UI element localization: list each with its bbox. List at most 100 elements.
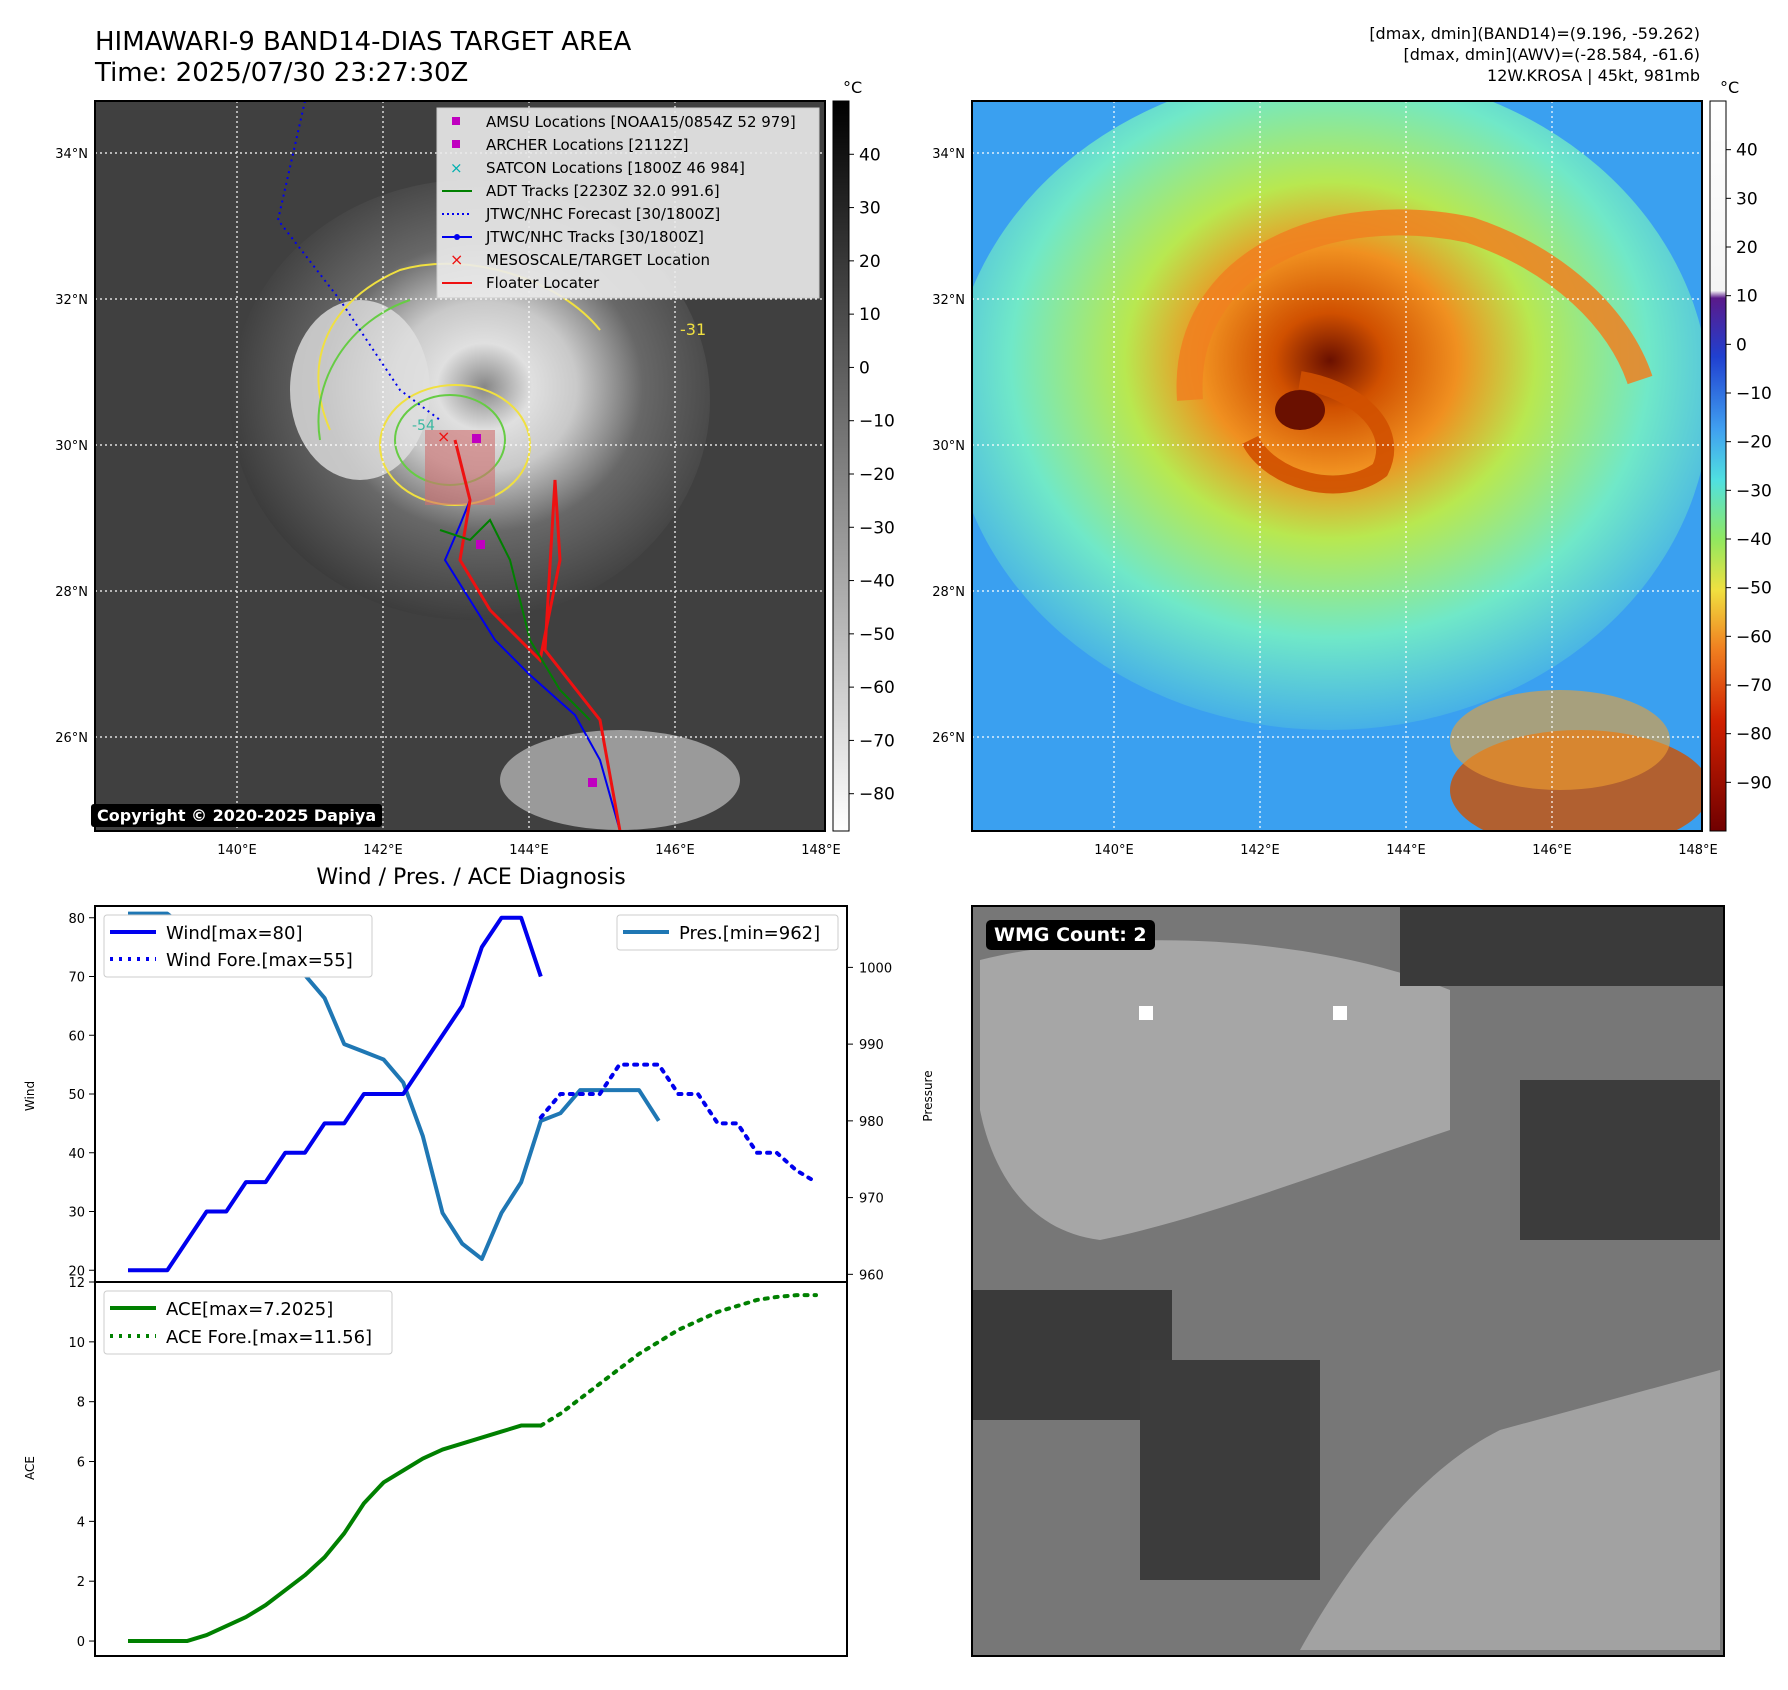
colorbar-tick-label: −60 bbox=[1736, 627, 1772, 647]
awv-lat-label: 30°N bbox=[932, 439, 965, 454]
wind-fore-legend-label: Wind Fore.[max=55] bbox=[166, 950, 353, 971]
legend-amsu: AMSU Locations [NOAA15/0854Z 52 979] bbox=[486, 113, 796, 131]
awv-colorbar-unit: °C bbox=[1720, 78, 1739, 97]
pressure-legend-label: Pres.[min=962] bbox=[679, 923, 820, 944]
y-tick-label: 4 bbox=[77, 1515, 85, 1530]
ir-map-panel: -31 -54 × bbox=[55, 100, 841, 858]
colorbar-tick-label: −70 bbox=[1736, 676, 1772, 696]
y-tick-label: 20 bbox=[68, 1264, 85, 1279]
ace-chart: 0 2 4 6 8 10 12 bbox=[68, 1276, 818, 1650]
diagnosis-title: Wind / Pres. / ACE Diagnosis bbox=[316, 865, 625, 890]
awv-colorbar-ticks: 40 30 20 10 0 −10 −20 −30 −40 −50 −60 −70 −80 −90 bbox=[1726, 141, 1772, 793]
colorbar-tick-label: −10 bbox=[1736, 384, 1772, 404]
amsu-marker bbox=[472, 434, 481, 443]
legend-box bbox=[436, 107, 820, 299]
jtwc-forecast-track bbox=[276, 101, 441, 421]
storm-info: 12W.KROSA | 45kt, 981mb bbox=[1487, 66, 1700, 85]
ir-colorbar-bar bbox=[832, 100, 850, 832]
pressure-legend-box bbox=[616, 914, 839, 951]
legend-adt: ADT Tracks [2230Z 32.0 991.6] bbox=[486, 182, 720, 200]
colorbar-tick-label: −80 bbox=[859, 785, 895, 805]
colorbar-tick-label: 10 bbox=[859, 305, 881, 325]
ir-lon-label: 146°E bbox=[655, 843, 695, 858]
colorbar-tick-label: 40 bbox=[1736, 141, 1758, 161]
stat-awv: [dmax, dmin](AWV)=(-28.584, -61.6) bbox=[1403, 45, 1700, 64]
ir-lat-label: 32°N bbox=[55, 293, 88, 308]
colorbar-tick-label: 0 bbox=[859, 358, 870, 378]
ir-colorbar-unit: °C bbox=[843, 78, 862, 97]
colorbar-tick-label: −80 bbox=[1736, 725, 1772, 745]
y-tick-label: 990 bbox=[859, 1038, 884, 1053]
awv-lon-label: 146°E bbox=[1532, 843, 1572, 858]
y-tick-label: 10 bbox=[68, 1336, 85, 1351]
wmg-dark-patch-3 bbox=[1400, 906, 1724, 986]
colorbar-tick-label: 0 bbox=[1736, 335, 1747, 355]
wmg-frame bbox=[971, 905, 1725, 1657]
awv-lat-label: 28°N bbox=[932, 585, 965, 600]
awv-lon-label: 144°E bbox=[1386, 843, 1426, 858]
colorbar-tick-label: −90 bbox=[1736, 773, 1772, 793]
ir-map-frame bbox=[94, 100, 826, 832]
pressure-ylabel: Pressure bbox=[921, 1070, 935, 1121]
legend-forecast: JTWC/NHC Forecast [30/1800Z] bbox=[485, 205, 720, 223]
colorbar-tick-label: −30 bbox=[859, 518, 895, 538]
legend-amsu-swatch bbox=[452, 117, 460, 125]
wmg-eye-marker bbox=[1333, 1006, 1347, 1020]
y-tick-label: 60 bbox=[68, 1029, 85, 1044]
ace-fore-legend-label: ACE Fore.[max=11.56] bbox=[166, 1327, 372, 1348]
wmg-dark-patch bbox=[972, 1290, 1172, 1420]
ir-lat-label: 30°N bbox=[55, 439, 88, 454]
map-legend: AMSU Locations [NOAA15/0854Z 52 979] ARC… bbox=[436, 107, 820, 299]
legend-archer-swatch bbox=[452, 140, 460, 148]
colorbar-tick-label: −30 bbox=[1736, 481, 1772, 501]
awv-lat-label: 26°N bbox=[932, 731, 965, 746]
awv-map-grid bbox=[972, 101, 1702, 831]
y-tick-label: 980 bbox=[859, 1115, 884, 1130]
y-tick-label: 1000 bbox=[859, 961, 892, 976]
ace-legend-box bbox=[103, 1290, 393, 1355]
legend-tracks: JTWC/NHC Tracks [30/1800Z] bbox=[485, 228, 704, 246]
adt-track bbox=[439, 518, 591, 721]
colorbar-tick-label: −70 bbox=[859, 731, 895, 751]
y-tick-label: 50 bbox=[68, 1088, 85, 1103]
figure-time: Time: 2025/07/30 23:27:30Z bbox=[94, 58, 468, 88]
colorbar-tick-label: 30 bbox=[1736, 189, 1758, 209]
wmg-panel bbox=[971, 905, 1725, 1657]
awv-inner-band bbox=[1241, 371, 1395, 494]
awv-map-frame bbox=[971, 100, 1703, 832]
y-tick-label: 6 bbox=[77, 1456, 85, 1471]
awv-map-panel: 140°E 142°E 144°E 146°E 148°E 34°N 32°N … bbox=[932, 100, 1718, 858]
figure-title: HIMAWARI-9 BAND14-DIAS TARGET AREA bbox=[95, 27, 632, 57]
awv-spiral-band bbox=[1176, 209, 1653, 401]
wmg-cloud-top bbox=[980, 940, 1450, 1240]
colorbar-tick-label: −60 bbox=[859, 678, 895, 698]
awv-colorbar: °C 40 30 20 10 0 −10 −20 −30 −40 −50 −60 −70 −80 −90 bbox=[1709, 78, 1772, 832]
archer-marker bbox=[476, 540, 485, 549]
ace-legend-label: ACE[max=7.2025] bbox=[166, 1299, 333, 1320]
ir-cloud-south bbox=[500, 730, 740, 830]
ace-legend: ACE[max=7.2025] ACE Fore.[max=11.56] bbox=[103, 1290, 393, 1355]
y-tick-label: 0 bbox=[77, 1635, 85, 1650]
legend-satcon-swatch: × bbox=[450, 159, 463, 177]
legend-target-swatch: × bbox=[450, 250, 463, 269]
colorbar-tick-label: 30 bbox=[859, 199, 881, 219]
colorbar-tick-label: −40 bbox=[1736, 530, 1772, 550]
contour-label-core: -54 bbox=[412, 418, 435, 434]
ir-lon-label: 148°E bbox=[801, 843, 841, 858]
y-tick-label: 70 bbox=[68, 971, 85, 986]
wmg-dark-patch-4 bbox=[1520, 1080, 1720, 1240]
awv-lon-label: 142°E bbox=[1240, 843, 1280, 858]
colorbar-tick-label: −20 bbox=[1736, 433, 1772, 453]
ir-lon-label: 142°E bbox=[363, 843, 403, 858]
stat-band14: [dmax, dmin](BAND14)=(9.196, -59.262) bbox=[1369, 24, 1700, 43]
wind-legend-box bbox=[103, 914, 373, 978]
y-tick-label: 40 bbox=[68, 1147, 85, 1162]
y-tick-label: 30 bbox=[68, 1206, 85, 1221]
ir-map-axis-labels: 140°E 142°E 144°E 146°E 148°E 34°N 32°N … bbox=[55, 147, 841, 858]
y-tick-label: 960 bbox=[859, 1268, 884, 1283]
awv-storm-field bbox=[972, 101, 1702, 730]
legend-archer: ARCHER Locations [2112Z] bbox=[486, 136, 689, 154]
awv-lon-label: 148°E bbox=[1678, 843, 1718, 858]
colorbar-tick-label: −50 bbox=[859, 625, 895, 645]
